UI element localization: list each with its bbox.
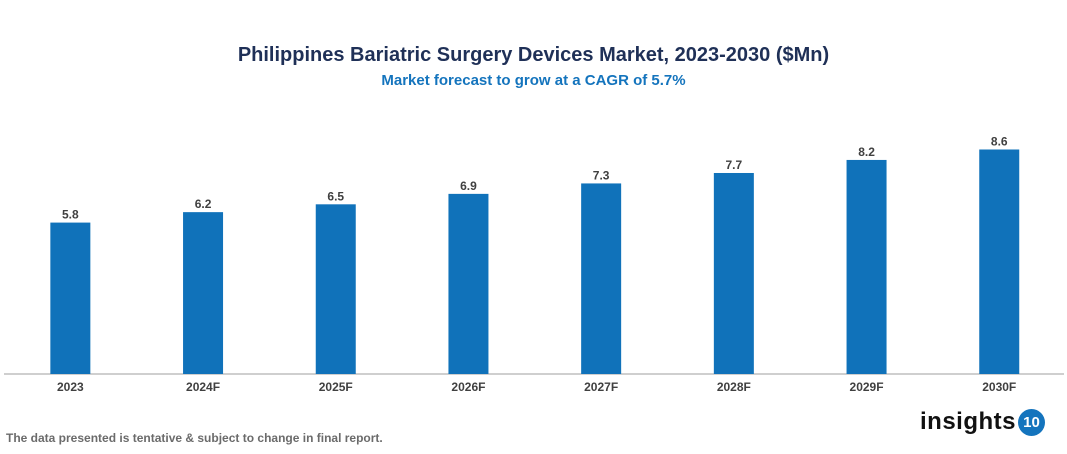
x-tick-label: 2023 [57, 380, 84, 394]
bar-2024F [183, 212, 224, 374]
x-tick-label: 2030F [982, 380, 1016, 394]
logo-number: 10 [1018, 408, 1046, 436]
x-tick-label: 2028F [717, 380, 751, 394]
bar-2027F [581, 183, 622, 374]
data-label: 7.7 [726, 158, 743, 172]
insights10-logo: insights 10 [920, 408, 1046, 436]
bar-2025F [315, 204, 356, 374]
x-tick-label: 2026F [451, 380, 485, 394]
data-label: 6.5 [327, 189, 344, 203]
bar-2029F [846, 159, 887, 374]
data-label: 8.2 [858, 145, 875, 159]
disclaimer-note: The data presented is tentative & subjec… [6, 431, 383, 445]
data-label: 6.9 [460, 179, 477, 193]
x-tick-label: 2024F [186, 380, 220, 394]
data-label: 7.3 [593, 168, 610, 182]
logo-text: insights [920, 408, 1017, 435]
chart-subtitle: Market forecast to grow at a CAGR of 5.7… [381, 72, 686, 89]
x-tick-label: 2025F [319, 380, 353, 394]
x-tick-label: 2029F [850, 380, 884, 394]
chart-title: Philippines Bariatric Surgery Devices Ma… [237, 44, 830, 66]
bar-2026F [448, 193, 489, 374]
x-tick-label: 2027F [584, 380, 618, 394]
data-label: 6.2 [195, 197, 212, 211]
bar-2030F [979, 149, 1020, 374]
data-label: 8.6 [991, 134, 1008, 148]
bar-2023 [50, 222, 91, 374]
data-label: 5.8 [62, 208, 79, 222]
bar-2028F [713, 172, 754, 374]
